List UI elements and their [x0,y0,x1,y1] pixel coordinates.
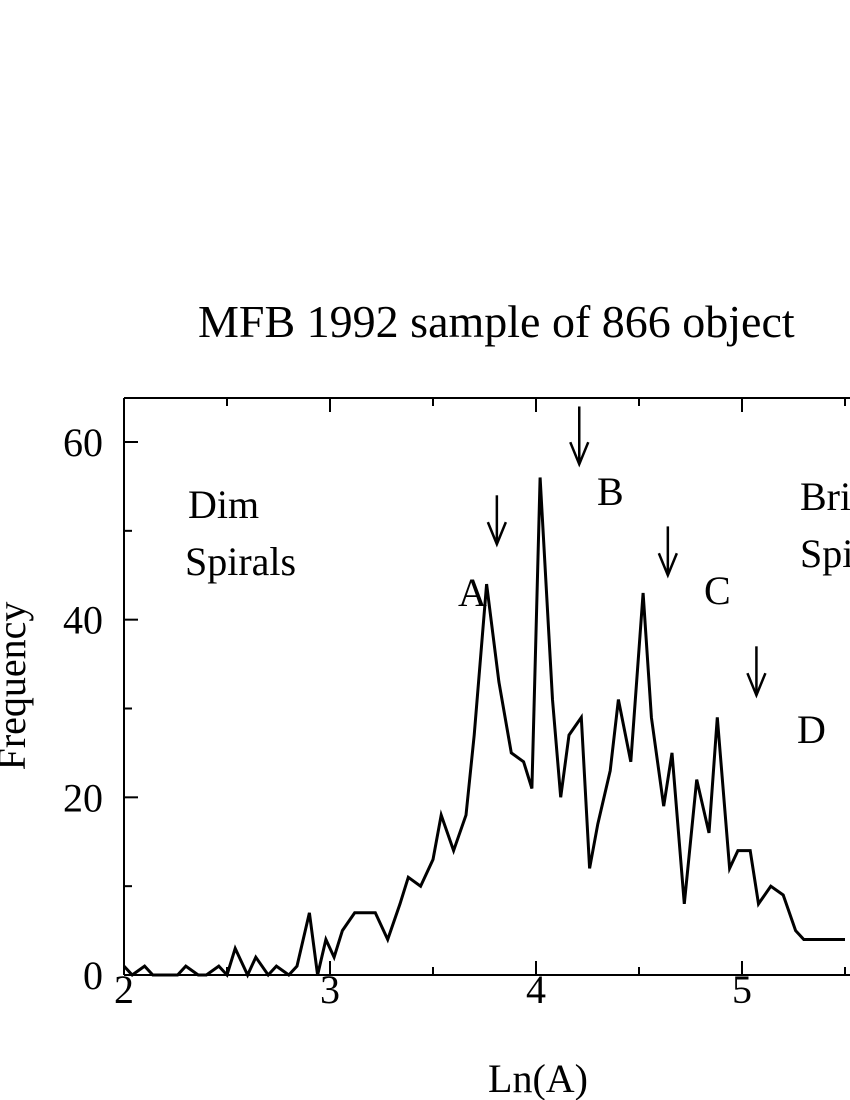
plot-frame [123,397,850,976]
x-tick-label: 5 [732,967,752,1012]
dim-label-line1: Dim [188,482,259,527]
x-axis-label: Ln(A) [488,1056,588,1100]
peak-arrow-head [569,441,590,468]
peak-label-c: C [704,568,731,613]
x-tick-label: 2 [114,967,134,1012]
peak-label-d: D [797,707,826,752]
y-tick-label: 60 [63,420,103,465]
bright-label-line1: Bri [800,474,850,519]
x-tick-label: 4 [526,967,546,1012]
y-tick-label: 40 [63,598,103,643]
annotations: Dim Spirals Bri Spi A B C D [185,406,850,752]
y-axis-ticks: 0 20 40 60 [63,420,138,998]
x-axis-ticks: 2 3 4 5 [114,398,846,1012]
x-tick-label: 3 [320,967,340,1012]
peak-arrows [486,406,767,699]
series-line [122,477,845,979]
chart-title: MFB 1992 sample of 866 object [198,296,795,347]
peak-arrow-head [657,552,678,579]
peak-arrow-head [746,672,767,699]
bright-label-line2: Spi [800,531,850,576]
y-tick-label: 0 [83,953,103,998]
dim-label-line2: Spirals [185,539,296,584]
y-tick-label: 20 [63,775,103,820]
peak-arrow-head [486,521,508,548]
peak-label-a: A [458,570,487,615]
y-axis-label: Frequency [0,602,34,771]
peak-label-b: B [597,469,624,514]
